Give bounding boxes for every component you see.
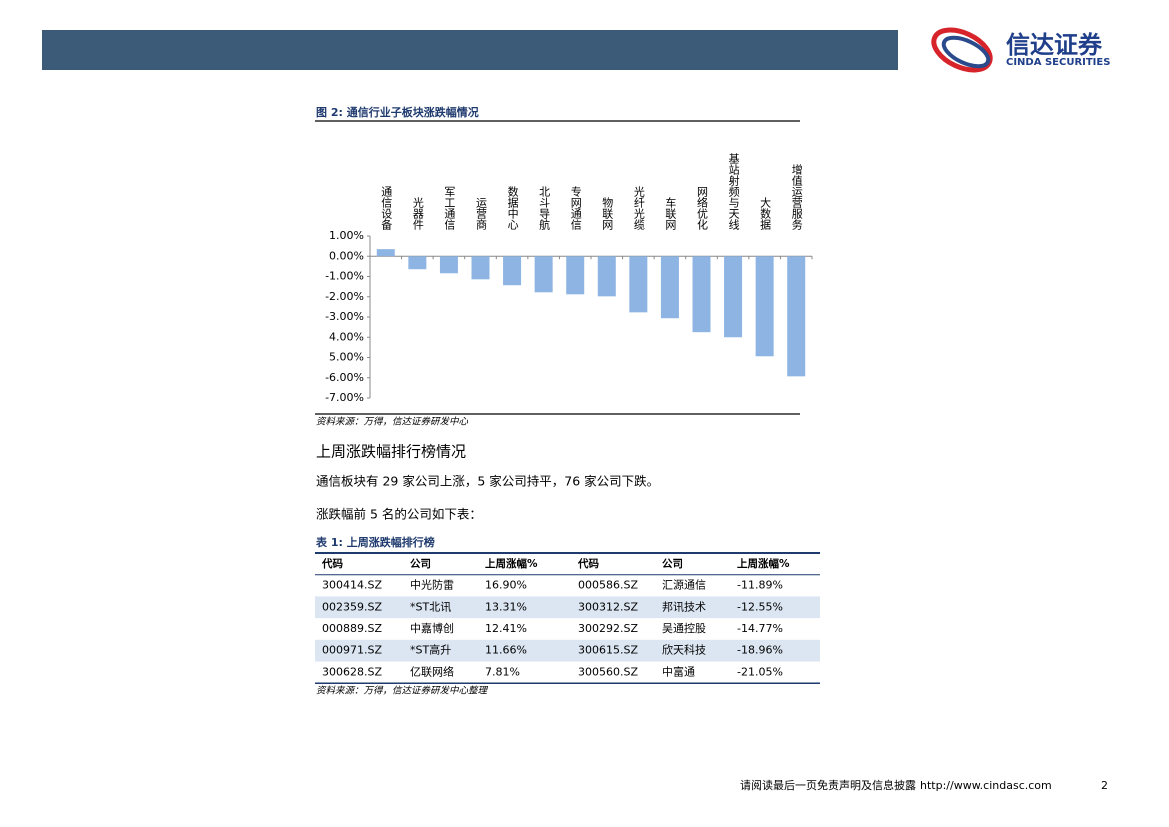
footer-url[interactable]: http://www.cindasc.com bbox=[920, 779, 1052, 792]
table-cell: -12.55% bbox=[737, 600, 783, 613]
x-tick-label: 北斗导航 bbox=[538, 186, 551, 231]
x-tick-label: 光器件 bbox=[411, 196, 424, 231]
column-header: 公司 bbox=[410, 558, 431, 570]
bar bbox=[534, 256, 553, 293]
footer-disclaimer: 请阅读最后一页免责声明及信息披露 bbox=[740, 778, 916, 792]
table-cell: 300312.SZ bbox=[578, 600, 638, 613]
column-header: 公司 bbox=[662, 558, 683, 570]
bar bbox=[629, 256, 648, 313]
table-cell: -11.89% bbox=[737, 579, 783, 592]
logo-en: CINDA SECURITIES bbox=[1006, 57, 1110, 68]
paragraph: 通信板块有 29 家公司上涨，5 家公司持平，76 家公司下跌。 bbox=[316, 474, 659, 489]
table-cell: 300615.SZ bbox=[578, 644, 638, 657]
header-bar bbox=[42, 30, 898, 70]
table-cell: 11.66% bbox=[485, 644, 527, 657]
x-tick-label: 车联网 bbox=[664, 196, 677, 231]
y-tick-label: 0.00% bbox=[329, 249, 364, 262]
table-cell: 中富通 bbox=[662, 664, 695, 678]
table-cell: -14.77% bbox=[737, 622, 783, 635]
y-tick-label: 4.00% bbox=[329, 330, 364, 343]
row-shade bbox=[315, 596, 820, 619]
y-tick-label: -2.00% bbox=[325, 290, 364, 303]
table-cell: 中嘉博创 bbox=[410, 621, 454, 635]
table-cell: 亿联网络 bbox=[410, 664, 454, 678]
y-tick-label: -3.00% bbox=[325, 310, 364, 323]
x-tick-label: 网络优化 bbox=[696, 186, 709, 231]
table-cell: 7.81% bbox=[485, 665, 520, 678]
table-cell: 邦讯技术 bbox=[662, 600, 706, 613]
y-tick-label: -6.00% bbox=[325, 371, 364, 384]
y-tick-label: -1.00% bbox=[325, 270, 364, 283]
table-cell: 12.41% bbox=[485, 622, 527, 635]
table-cell: *ST北讯 bbox=[410, 600, 451, 613]
column-header: 上周涨幅% bbox=[737, 557, 790, 570]
bar bbox=[787, 256, 806, 377]
column-header: 代码 bbox=[321, 557, 343, 570]
column-header: 上周涨幅% bbox=[485, 557, 538, 570]
x-tick-label: 基站射频与天线 bbox=[727, 153, 740, 230]
x-tick-label: 增值运营服务 bbox=[790, 163, 803, 230]
bar bbox=[439, 256, 458, 274]
table-cell: 000971.SZ bbox=[322, 644, 382, 657]
x-tick-label: 物联网 bbox=[601, 196, 614, 231]
table-cell: 000889.SZ bbox=[322, 622, 382, 635]
x-tick-label: 军工通信 bbox=[443, 186, 456, 231]
logo-mark bbox=[931, 27, 993, 73]
table-cell: *ST高升 bbox=[410, 643, 451, 657]
bar bbox=[724, 256, 743, 338]
chart-source: 资料来源：万得，信达证券研发中心 bbox=[316, 416, 469, 428]
table-cell: 汇源通信 bbox=[662, 578, 706, 592]
logo-cn: 信达证券 bbox=[1006, 31, 1103, 59]
x-tick-label: 光纤光缆 bbox=[632, 185, 645, 230]
paragraph: 涨跌幅前 5 名的公司如下表： bbox=[316, 507, 482, 522]
bar bbox=[692, 256, 711, 333]
page-number: 2 bbox=[1101, 779, 1108, 792]
x-tick-label: 数据中心 bbox=[506, 186, 519, 230]
x-tick-label: 运营商 bbox=[475, 197, 488, 231]
bar bbox=[471, 256, 490, 280]
figure-title: 图 2: 通信行业子板块涨跌幅情况 bbox=[316, 105, 479, 119]
x-tick-label: 大数据 bbox=[759, 196, 772, 231]
bar bbox=[408, 256, 427, 270]
table-cell: 000586.SZ bbox=[578, 579, 638, 592]
table-cell: 300414.SZ bbox=[322, 579, 382, 592]
table-cell: 300292.SZ bbox=[578, 622, 638, 635]
table-cell: 16.90% bbox=[485, 579, 527, 592]
table-cell: 002359.SZ bbox=[322, 600, 382, 613]
table-source: 资料来源：万得，信达证券研发中心整理 bbox=[316, 685, 489, 697]
table-cell: -18.96% bbox=[737, 644, 783, 657]
row-shade bbox=[315, 639, 820, 662]
x-tick-label: 通信设备 bbox=[380, 186, 393, 231]
column-header: 代码 bbox=[577, 557, 599, 570]
bar bbox=[566, 256, 585, 295]
table-cell: 13.31% bbox=[485, 600, 527, 613]
table-cell: 中光防雷 bbox=[410, 578, 454, 592]
x-tick-label: 专网通信 bbox=[569, 185, 582, 231]
table-cell: 欣天科技 bbox=[662, 643, 706, 657]
table-title: 表 1: 上周涨跌幅排行榜 bbox=[315, 535, 435, 549]
bar bbox=[597, 256, 616, 297]
y-tick-label: 5.00% bbox=[329, 351, 364, 364]
bar bbox=[376, 249, 395, 257]
bar bbox=[660, 256, 679, 319]
y-tick-label: -7.00% bbox=[325, 391, 364, 404]
bar bbox=[755, 256, 774, 357]
section-heading: 上周涨跌幅排行榜情况 bbox=[316, 443, 466, 461]
table-cell: 300560.SZ bbox=[578, 665, 638, 678]
bar bbox=[503, 256, 522, 286]
table-cell: 吴通控股 bbox=[662, 621, 706, 635]
table-cell: -21.05% bbox=[737, 665, 783, 678]
y-tick-label: 1.00% bbox=[329, 229, 364, 242]
table-cell: 300628.SZ bbox=[322, 665, 382, 678]
